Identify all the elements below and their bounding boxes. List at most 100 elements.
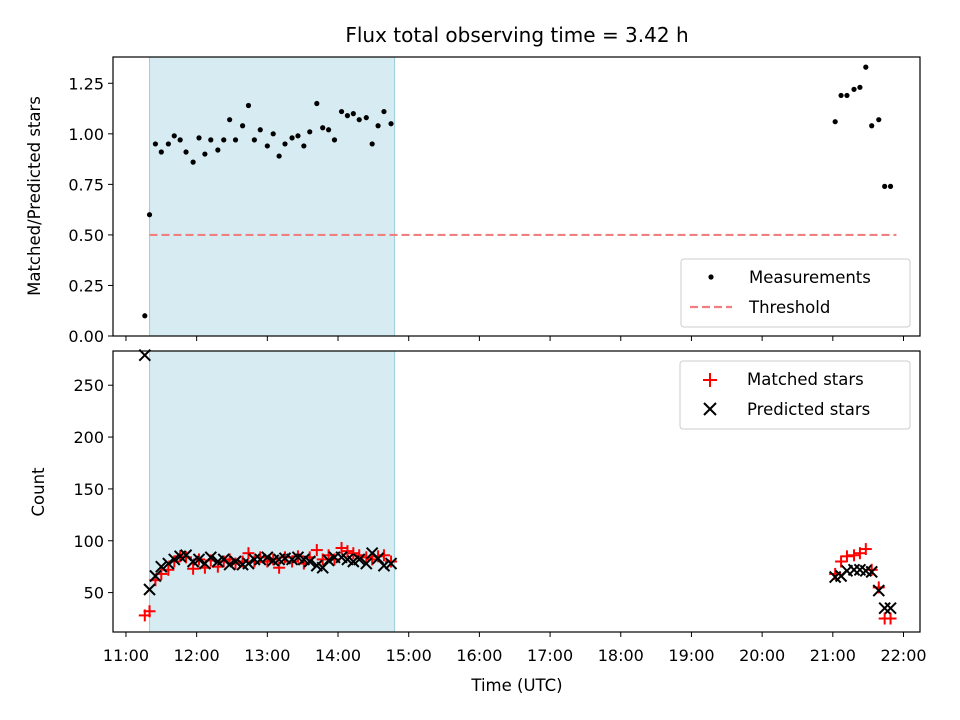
- top-y-tick-label: 1.25: [68, 74, 104, 93]
- measurement-point: [331, 137, 338, 143]
- top-legend-box: [680, 258, 911, 328]
- matched-star-marker: [884, 612, 897, 625]
- x-tick-label: 15:00: [386, 646, 432, 665]
- measurement-point: [239, 123, 246, 129]
- predicted-star-marker: [377, 559, 391, 572]
- measurement-point: [152, 141, 159, 147]
- measurement-point: [183, 149, 189, 155]
- measurement-point: [832, 119, 838, 125]
- bottom-y-axis-label: Count: [29, 467, 48, 517]
- measurement-point: [158, 149, 164, 155]
- measurement-point: [190, 159, 196, 165]
- predicted-star-marker: [162, 557, 175, 570]
- bottom-y-ticks: 50 100 150 200 250: [73, 376, 113, 603]
- top-y-axis-label: Matched/Predicted stars: [25, 96, 44, 296]
- x-tick-label: 21:00: [810, 646, 856, 665]
- x-tick-label: 18:00: [598, 646, 644, 665]
- measurement-point: [142, 313, 148, 319]
- bottom-x-ticks: 11:00 12:00 13:00 14:00 15:00 16:00 17:00 18:00…: [103, 632, 927, 665]
- measurement-point: [202, 151, 208, 157]
- legend-predicted-marker: [703, 402, 717, 416]
- measurement-point: [851, 86, 857, 92]
- measurement-point: [282, 141, 288, 147]
- measurement-point: [375, 123, 381, 129]
- measurement-point: [320, 125, 326, 131]
- measurement-point: [165, 141, 171, 147]
- predicted-star-marker: [384, 557, 398, 570]
- predicted-star-marker: [192, 553, 206, 566]
- measurement-point: [232, 137, 239, 143]
- measurement-point: [221, 137, 227, 143]
- measurement-point: [344, 113, 351, 119]
- matched-star-marker: [848, 549, 861, 562]
- x-tick-label: 19:00: [668, 646, 714, 665]
- predicted-star-marker: [878, 601, 891, 615]
- bottom-y-tick-label: 50: [84, 584, 104, 603]
- measurement-point: [295, 133, 301, 139]
- measurement-point: [307, 129, 313, 135]
- predicted-star-marker: [872, 584, 885, 597]
- top-y-tick-label: 0.50: [68, 226, 104, 245]
- measurement-point: [338, 108, 345, 115]
- bottom-legend: Matched stars Predicted stars: [679, 360, 911, 430]
- predicted-star-marker: [865, 565, 878, 579]
- measurement-point: [363, 115, 369, 121]
- bottom-panel: 50 100 150 200 250 11:00 12:00 13:00 14:00 15:00…: [29, 348, 927, 695]
- legend-matched-label: Matched stars: [747, 370, 864, 389]
- measurement-point: [251, 137, 257, 143]
- matched-star-marker: [187, 562, 200, 575]
- measurement-point: [301, 143, 307, 149]
- matched-star-marker: [347, 547, 360, 560]
- x-tick-label: 20:00: [739, 646, 785, 665]
- predicted-star-marker: [303, 555, 316, 568]
- matched-star-marker: [840, 550, 853, 563]
- measurement-point: [350, 111, 356, 117]
- top-y-tick-label: 0.25: [68, 276, 104, 295]
- x-tick-label: 12:00: [174, 646, 220, 665]
- measurement-point: [356, 117, 362, 123]
- predicted-star-marker: [360, 557, 373, 570]
- x-tick-label: 13:00: [244, 646, 290, 665]
- legend-matched-marker: [703, 373, 717, 387]
- matched-star-marker: [242, 547, 255, 560]
- measurement-point: [289, 135, 295, 141]
- top-y-tick-label: 0.00: [68, 327, 104, 346]
- matched-star-marker: [859, 543, 872, 556]
- measurement-points: [142, 64, 894, 319]
- observing-span-top: [149, 56, 396, 337]
- top-y-tick-label: 0.75: [68, 175, 104, 194]
- x-tick-label: 16:00: [456, 646, 502, 665]
- top-plot-frame: [112, 56, 921, 337]
- measurement-point: [882, 183, 888, 189]
- measurement-point: [863, 64, 869, 70]
- bottom-y-tick-label: 100: [73, 532, 104, 551]
- predicted-star-marker: [847, 563, 861, 576]
- bottom-y-tick-label: 200: [73, 428, 104, 447]
- legend-threshold-label: Threshold: [748, 298, 830, 317]
- measurement-point: [177, 137, 183, 143]
- x-tick-label: 22:00: [880, 646, 926, 665]
- measurement-point: [227, 117, 233, 123]
- matched-star-marker: [310, 544, 323, 557]
- measurement-point: [381, 108, 387, 115]
- measurement-point: [215, 147, 221, 153]
- measurement-point: [171, 133, 177, 139]
- top-y-tick-label: 1.00: [68, 125, 104, 144]
- predicted-star-marker: [204, 551, 217, 564]
- x-tick-label: 17:00: [527, 646, 573, 665]
- x-tick-label: 11:00: [103, 646, 149, 665]
- predicted-star-marker: [248, 553, 261, 566]
- predicted-star-marker: [168, 553, 181, 566]
- matched-star-marker: [143, 605, 156, 618]
- legend-predicted-label: Predicted stars: [747, 400, 870, 419]
- predicted-stars-markers: [138, 348, 897, 615]
- measurement-point: [857, 84, 863, 90]
- x-tick-label: 14:00: [315, 646, 361, 665]
- measurement-point: [388, 121, 394, 127]
- predicted-star-marker: [149, 569, 162, 583]
- x-axis-label: Time (UTC): [470, 676, 562, 695]
- measurement-point: [369, 141, 375, 147]
- measurement-point: [270, 131, 276, 137]
- measurement-point: [257, 127, 263, 133]
